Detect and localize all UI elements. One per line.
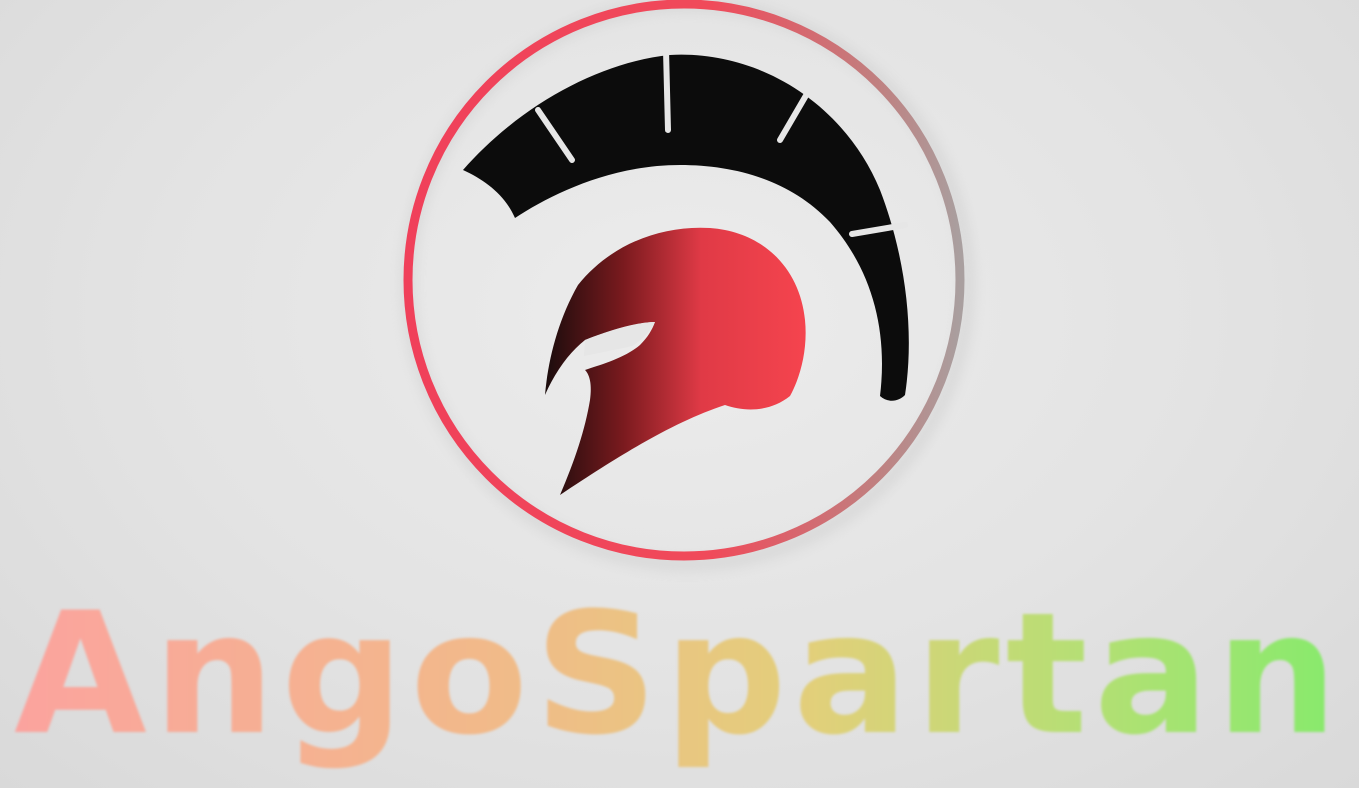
emblem-ring bbox=[403, 0, 965, 561]
brand-name: AngoSpartan bbox=[14, 580, 1344, 772]
crest-plume bbox=[463, 54, 909, 401]
brand-wordmark: AngoSpartan bbox=[14, 580, 1344, 772]
crest-cuts bbox=[535, 47, 908, 237]
helmet-body bbox=[545, 227, 806, 495]
helmet-eye-slit bbox=[584, 322, 655, 356]
